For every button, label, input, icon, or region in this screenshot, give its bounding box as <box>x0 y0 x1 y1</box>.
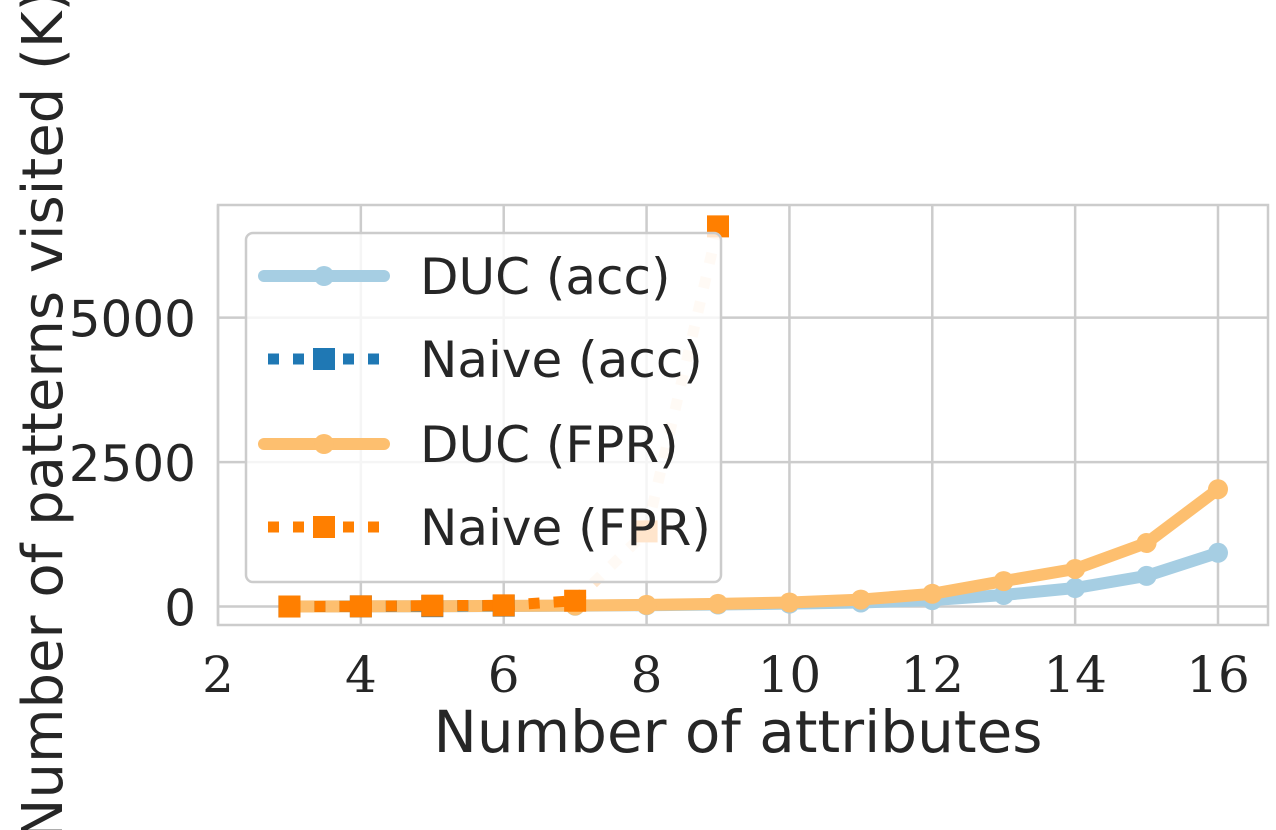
data-point <box>1136 532 1157 553</box>
data-point <box>922 583 943 604</box>
legend: DUC (acc) Naive (acc) DUC (FPR) Naive (FPR) <box>244 231 723 584</box>
data-point <box>1065 578 1086 599</box>
data-point <box>278 595 301 618</box>
legend-item: Naive (FPR) <box>268 499 711 557</box>
data-point <box>636 594 657 615</box>
data-point <box>492 594 515 617</box>
y-tick-label: 5000 <box>69 291 196 349</box>
y-tick-label: 0 <box>164 580 196 638</box>
data-point <box>1208 542 1228 563</box>
series-line <box>283 483 1224 613</box>
data-point <box>421 594 444 617</box>
legend-marker <box>313 348 335 370</box>
data-point <box>993 584 1014 605</box>
data-point <box>1136 565 1157 586</box>
legend-label: Naive (FPR) <box>420 499 711 557</box>
data-point <box>993 571 1014 592</box>
legend-label: DUC (FPR) <box>420 416 679 474</box>
x-tick-label: 2 <box>202 646 234 704</box>
data-point <box>1065 558 1086 579</box>
y-tick-label: 2500 <box>69 435 196 493</box>
x-tick-label: 6 <box>488 646 520 704</box>
legend-item: Naive (acc) <box>268 331 703 389</box>
data-point <box>779 592 800 613</box>
x-axis-title: Number of attributes <box>434 698 1043 766</box>
series-line-segment <box>503 595 576 611</box>
legend-label: DUC (acc) <box>420 248 671 306</box>
plot-frame <box>216 203 1270 627</box>
x-tick-label: 4 <box>345 646 377 704</box>
y-axis-title: Number of patterns visited (K) <box>11 0 76 830</box>
series-line-segment <box>360 600 433 612</box>
legend-label: Naive (acc) <box>420 331 703 389</box>
x-tick-label: 8 <box>631 646 663 704</box>
x-tick-label: 12 <box>900 646 964 704</box>
x-tick-label: 14 <box>1043 646 1107 704</box>
data-point <box>850 589 871 610</box>
tick-labels: 2 4 6 8 10 12 14 16 0 2500 5000 <box>69 291 1250 704</box>
legend-marker <box>313 516 335 538</box>
x-tick-label: 16 <box>1186 646 1250 704</box>
data-point <box>1208 479 1228 500</box>
data-point <box>564 589 587 612</box>
legend-marker <box>314 266 334 286</box>
x-tick-label: 10 <box>758 646 822 704</box>
legend-box <box>244 231 723 584</box>
data-point <box>349 595 372 618</box>
legend-item: DUC (acc) <box>258 248 671 306</box>
data-point <box>708 593 728 614</box>
legend-item: DUC (FPR) <box>258 416 679 474</box>
legend-marker <box>314 434 334 454</box>
